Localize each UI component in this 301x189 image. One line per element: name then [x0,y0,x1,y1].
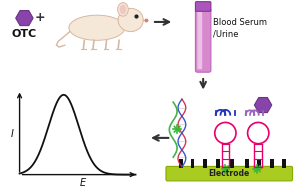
Text: E: E [79,178,85,188]
Text: Blood Serum
/Urine: Blood Serum /Urine [213,18,267,38]
Bar [282,159,286,168]
Text: I: I [11,129,13,139]
Bar [245,159,249,168]
Text: OTC: OTC [12,29,37,39]
FancyBboxPatch shape [197,11,202,69]
Bar [191,159,194,168]
Bar [230,159,234,168]
FancyBboxPatch shape [195,9,211,72]
FancyBboxPatch shape [195,2,211,11]
Text: Electrode: Electrode [209,169,250,178]
Bar [179,159,183,168]
Ellipse shape [69,15,125,40]
Bar [216,159,220,168]
Ellipse shape [118,9,143,32]
Text: +: + [35,11,45,24]
Bar [257,159,261,168]
Bar [203,159,207,168]
Bar [270,159,274,168]
FancyBboxPatch shape [166,166,293,181]
Ellipse shape [119,5,126,14]
Ellipse shape [118,3,128,16]
